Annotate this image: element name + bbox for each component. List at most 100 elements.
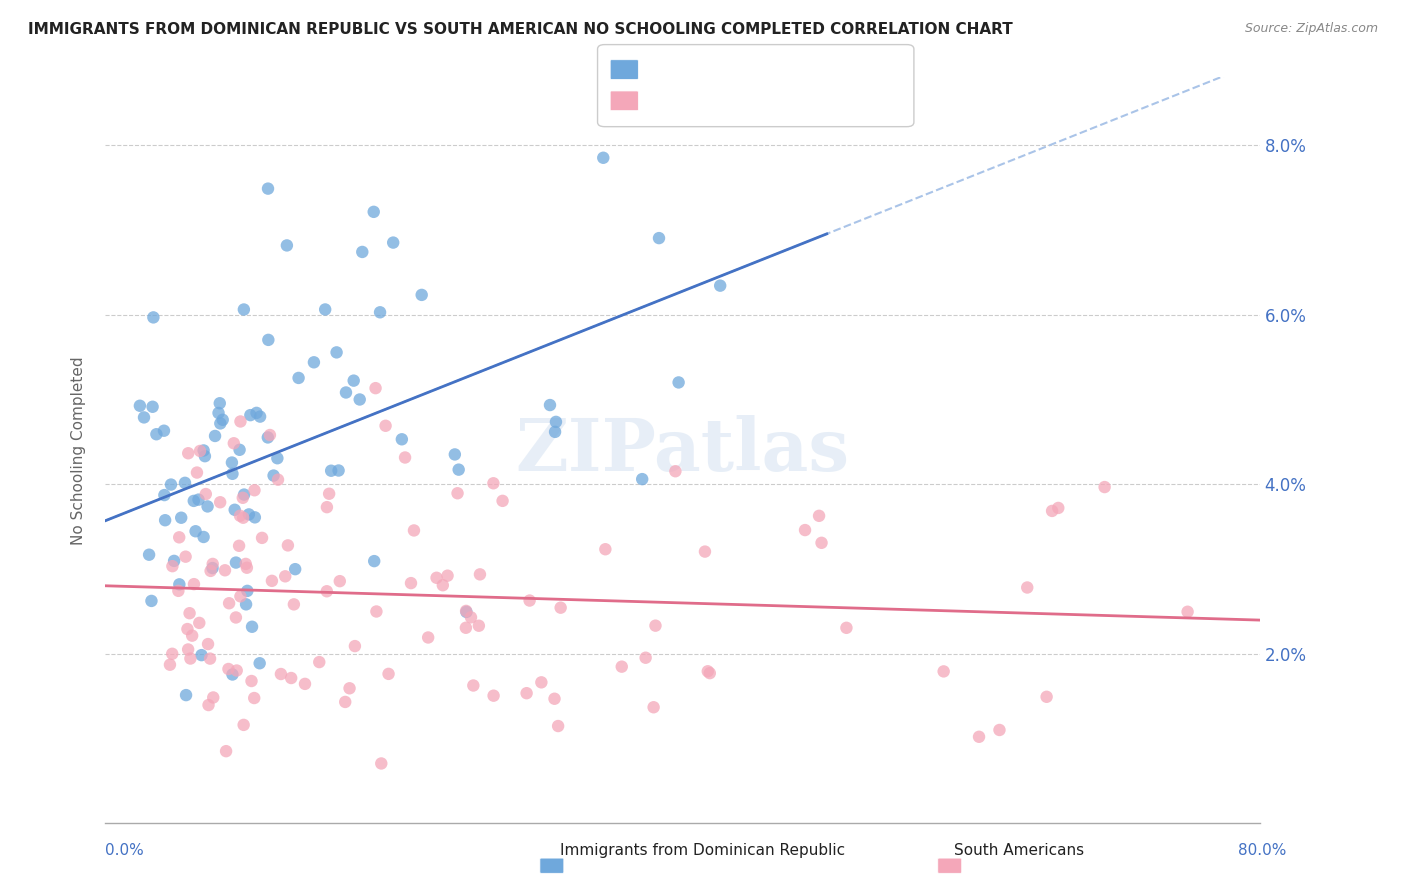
Point — [184, 524, 207, 539]
Point — [167, 530, 190, 544]
Point — [543, 691, 565, 706]
Point — [519, 593, 541, 607]
Point — [468, 567, 491, 582]
Point — [374, 418, 396, 433]
Point — [243, 483, 266, 498]
Point — [240, 673, 263, 688]
Point — [142, 310, 165, 325]
Point — [174, 688, 197, 702]
Point — [460, 610, 482, 624]
Point — [183, 494, 205, 508]
Point — [1177, 605, 1199, 619]
Point — [208, 396, 231, 410]
Point — [183, 577, 205, 591]
Point — [329, 574, 352, 589]
Point — [153, 424, 176, 438]
Point — [176, 622, 198, 636]
Point — [266, 451, 288, 466]
Point — [595, 542, 617, 557]
Point — [160, 477, 183, 491]
Point — [259, 428, 281, 442]
Point — [1047, 500, 1070, 515]
Point — [221, 667, 243, 681]
Point — [145, 427, 167, 442]
Point — [170, 510, 193, 524]
Y-axis label: No Schooling Completed: No Schooling Completed — [72, 356, 86, 545]
Point — [217, 662, 239, 676]
Point — [167, 583, 190, 598]
Point — [221, 456, 243, 470]
Point — [141, 594, 163, 608]
Point — [277, 538, 299, 552]
Point — [363, 204, 385, 219]
Point — [232, 302, 254, 317]
Text: IMMIGRANTS FROM DOMINICAN REPUBLIC VS SOUTH AMERICAN NO SCHOOLING COMPLETED CORR: IMMIGRANTS FROM DOMINICAN REPUBLIC VS SO… — [28, 22, 1012, 37]
Point — [225, 556, 247, 570]
Point — [229, 508, 252, 523]
Point — [179, 606, 201, 620]
Point — [235, 557, 257, 571]
Point — [235, 598, 257, 612]
Point — [315, 584, 337, 599]
Point — [643, 700, 665, 714]
Point — [128, 399, 150, 413]
Point — [249, 657, 271, 671]
Point — [468, 618, 491, 632]
Point — [159, 657, 181, 672]
Point — [648, 231, 671, 245]
Point — [239, 408, 262, 422]
Point — [243, 510, 266, 524]
Point — [644, 618, 666, 632]
Point — [160, 647, 183, 661]
Point — [316, 500, 339, 515]
Point — [221, 467, 243, 481]
Point — [325, 345, 347, 359]
Point — [177, 642, 200, 657]
Point — [544, 425, 567, 439]
Point — [274, 569, 297, 583]
Point — [232, 491, 254, 505]
Point — [238, 508, 260, 522]
Point — [530, 675, 553, 690]
Point — [443, 447, 465, 461]
Point — [193, 530, 215, 544]
Point — [202, 690, 225, 705]
Point — [516, 686, 538, 700]
Point — [339, 681, 361, 696]
Point — [174, 475, 197, 490]
Point — [260, 574, 283, 588]
Point — [391, 432, 413, 446]
Point — [138, 548, 160, 562]
Point — [181, 629, 204, 643]
Point — [209, 417, 232, 431]
Point — [287, 371, 309, 385]
Point — [270, 667, 292, 681]
Point — [197, 637, 219, 651]
Point — [366, 605, 388, 619]
Point — [318, 487, 340, 501]
Point — [209, 495, 232, 509]
Point — [349, 392, 371, 407]
Point — [321, 464, 343, 478]
Point — [211, 413, 233, 427]
Point — [232, 510, 254, 524]
Point — [276, 238, 298, 252]
Point — [228, 539, 250, 553]
Text: ZIPatlas: ZIPatlas — [516, 415, 849, 486]
Point — [447, 462, 470, 476]
Point — [432, 578, 454, 592]
Point — [193, 443, 215, 458]
Point — [194, 449, 217, 463]
Point — [328, 463, 350, 477]
Point — [988, 723, 1011, 737]
Point — [201, 557, 224, 571]
Point — [188, 444, 211, 458]
Point — [190, 648, 212, 662]
Point — [204, 429, 226, 443]
Point — [610, 659, 633, 673]
Point — [454, 604, 477, 618]
Point — [436, 568, 458, 582]
Point — [177, 446, 200, 460]
Text: R = -0.067   N = 111: R = -0.067 N = 111 — [644, 91, 827, 106]
Point — [377, 666, 399, 681]
